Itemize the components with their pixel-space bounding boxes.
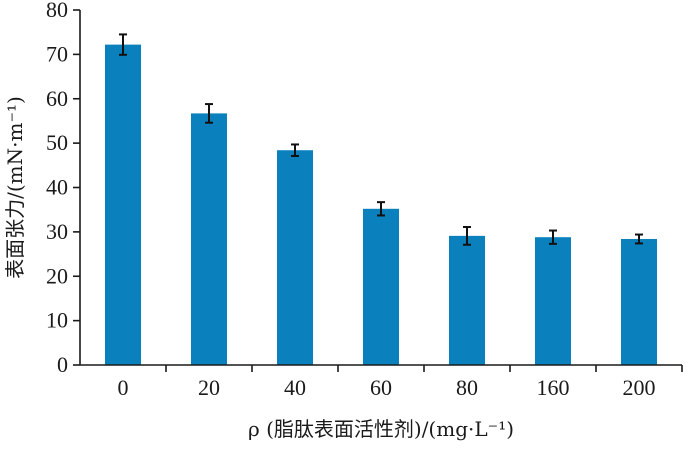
bar <box>621 238 657 365</box>
y-tick-label: 10 <box>46 308 68 333</box>
bar <box>191 113 227 365</box>
error-bar <box>205 103 213 124</box>
y-tick-label: 60 <box>46 86 68 111</box>
x-axis-title: ρ (脂肽表面活性剂)/(mg·L⁻¹) <box>248 417 514 441</box>
x-tick-label: 200 <box>623 375 656 400</box>
y-tick-label: 40 <box>46 175 68 200</box>
error-bar <box>119 33 127 56</box>
x-tick-label: 160 <box>537 375 570 400</box>
error-bar <box>463 225 471 246</box>
bar <box>535 237 571 365</box>
y-axis-title: 表面张力/(mN·m⁻¹) <box>3 96 27 279</box>
y-tick-label: 80 <box>46 0 68 22</box>
x-tick-label: 0 <box>118 375 129 400</box>
y-tick-label: 30 <box>46 219 68 244</box>
bar <box>105 44 141 366</box>
x-tick-label: 80 <box>456 375 478 400</box>
bar <box>277 150 313 365</box>
x-tick-label: 40 <box>284 375 306 400</box>
x-tick-label: 60 <box>370 375 392 400</box>
bar <box>449 235 485 365</box>
y-tick-label: 70 <box>46 41 68 66</box>
error-bar <box>377 201 385 217</box>
error-bar <box>549 229 557 245</box>
ticks-layer: 0 10 20 30 40 50 60 70 80 0 20 40 60 80 160 200 <box>46 0 683 400</box>
y-tick-label: 20 <box>46 263 68 288</box>
x-tick-label: 20 <box>198 375 220 400</box>
bar <box>363 208 399 365</box>
error-bar <box>635 233 643 245</box>
bars-layer <box>105 33 657 366</box>
error-bar <box>291 143 299 157</box>
y-tick-label: 0 <box>57 352 68 377</box>
y-tick-label: 50 <box>46 130 68 155</box>
